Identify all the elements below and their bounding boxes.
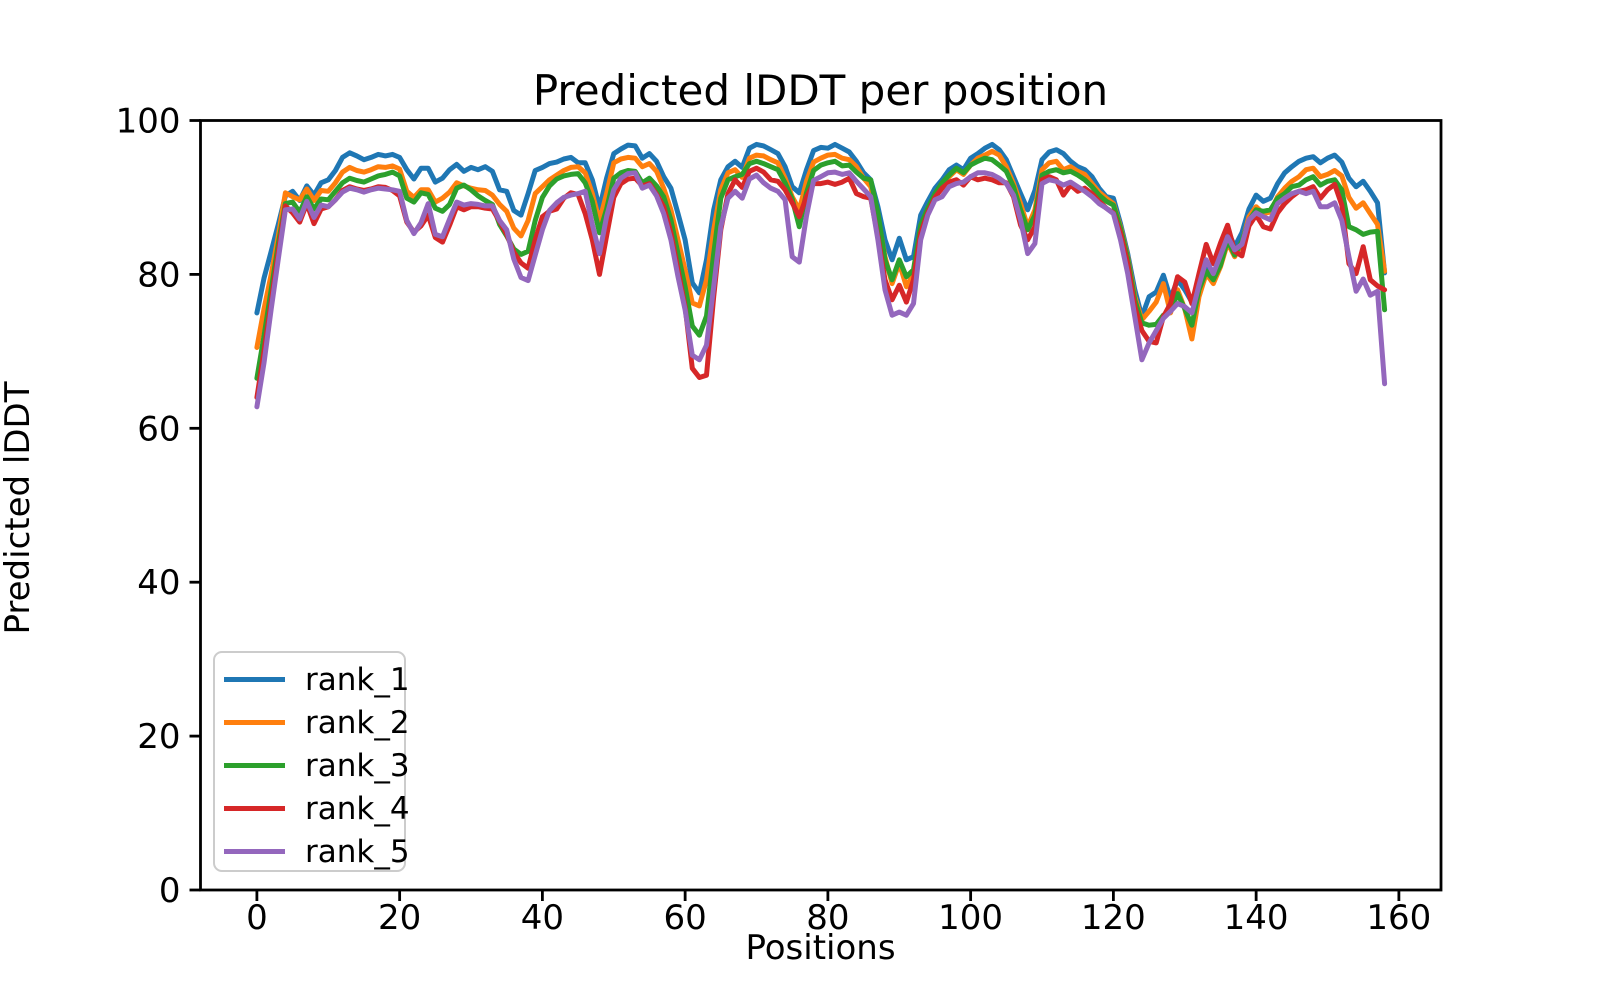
y-tick-label: 80 <box>137 255 180 295</box>
legend-line-swatch <box>224 763 285 768</box>
x-tick-label: 120 <box>1081 898 1146 938</box>
y-tick-label: 100 <box>116 102 181 142</box>
legend-label: rank_4 <box>305 790 410 827</box>
legend: rank_1 rank_2 rank_3 rank_4 rank_5 <box>213 651 410 873</box>
x-tick-label: 40 <box>521 898 564 938</box>
x-tick-label: 60 <box>664 898 707 938</box>
legend-line-swatch <box>224 720 285 725</box>
x-tick-label: 0 <box>246 898 268 938</box>
y-tick-label: 60 <box>137 409 180 449</box>
x-tick-label: 140 <box>1224 898 1289 938</box>
legend-entry-rank_1: rank_1 <box>215 658 410 701</box>
y-tick-label: 0 <box>159 871 181 911</box>
legend-line-swatch <box>224 677 285 682</box>
x-tick-label: 100 <box>938 898 1003 938</box>
series-line-rank_5 <box>254 169 1388 410</box>
axes-spines <box>199 119 1443 892</box>
legend-entry-rank_5: rank_5 <box>215 830 410 873</box>
legend-label: rank_3 <box>305 747 410 784</box>
series-line-rank_1 <box>254 141 1388 320</box>
legend-label: rank_2 <box>305 704 410 741</box>
legend-label: rank_1 <box>305 661 410 698</box>
x-tick-label: 20 <box>378 898 421 938</box>
x-axis-label: Positions <box>745 928 896 968</box>
y-axis-label: Predicted lDDT <box>0 381 38 635</box>
x-tick-label: 80 <box>806 898 849 938</box>
legend-entry-rank_2: rank_2 <box>215 701 410 744</box>
legend-line-swatch <box>224 849 285 854</box>
legend-entry-rank_4: rank_4 <box>215 787 410 830</box>
legend-entry-rank_3: rank_3 <box>215 744 410 787</box>
legend-label: rank_5 <box>305 833 410 870</box>
y-tick-label: 20 <box>137 717 180 757</box>
y-tick-label: 40 <box>137 563 180 603</box>
legend-line-swatch <box>224 806 285 811</box>
x-tick-label: 160 <box>1366 898 1431 938</box>
series-line-rank_2 <box>254 148 1388 350</box>
chart-title: Predicted lDDT per position <box>532 66 1109 115</box>
